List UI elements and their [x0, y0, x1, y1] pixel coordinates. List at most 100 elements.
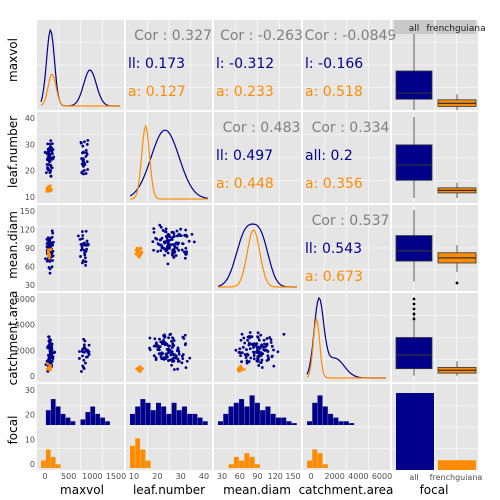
- point-all-2-1-80: [159, 225, 163, 229]
- point-all-2-1-69: [185, 252, 188, 256]
- point-all-3-1-68: [154, 356, 158, 360]
- point-fg-2-0-6: [48, 256, 51, 260]
- point-all-2-0-92: [50, 265, 54, 269]
- point-all-1-0-89: [47, 154, 51, 158]
- point-all-2-1-105: [178, 234, 181, 237]
- y-tick-3-2: 4000: [15, 321, 35, 330]
- point-all-3-0-89: [50, 355, 54, 358]
- point-all-3-1-45: [183, 333, 187, 337]
- point-all-3-2-46: [247, 360, 251, 363]
- hist-fg-2-3: [233, 456, 239, 468]
- corr-overall-2: Cor : -0.0849: [305, 28, 397, 44]
- y-tick-4-1: 10: [25, 435, 35, 444]
- point-all-3-2-82: [241, 345, 245, 349]
- hist-fg-2-2: [228, 464, 234, 468]
- point-all-3-2-106: [282, 332, 286, 336]
- corr-fg-5: a: 0.673: [305, 269, 363, 285]
- corr-fg-1: a: 0.233: [216, 84, 274, 100]
- point-all-3-1-17: [171, 346, 174, 349]
- hist-all-2-8: [260, 410, 266, 425]
- point-all-1-0-94: [50, 146, 53, 150]
- corr-all-5: ll: 0.543: [305, 241, 362, 257]
- point-all-1-0-60: [86, 168, 90, 171]
- point-all-2-0-27: [84, 229, 88, 233]
- point-all-1-0-68: [45, 163, 49, 166]
- point-all-1-0-61: [51, 152, 54, 156]
- point-all-3-2-98: [250, 342, 254, 346]
- hist-fg-3-1: [312, 449, 318, 468]
- point-fg-1-0-15: [50, 188, 54, 191]
- point-all-3-2-59: [245, 359, 249, 363]
- point-all-2-1-13: [159, 249, 163, 252]
- point-all-1-0-6: [84, 172, 88, 175]
- point-all-2-1-88: [151, 240, 155, 244]
- point-all-3-2-75: [257, 364, 261, 367]
- hist-all-3-7: [343, 421, 349, 425]
- y-tick-1-0: 10: [25, 193, 35, 202]
- point-all-3-1-106: [171, 336, 175, 340]
- point-all-1-0-40: [48, 171, 52, 175]
- hist-all-2-3: [233, 402, 239, 425]
- point-all-3-2-108: [270, 354, 274, 358]
- point-all-2-1-67: [184, 246, 188, 250]
- y-tick-2-1: 60: [25, 263, 35, 272]
- point-fg-3-1-17: [136, 368, 140, 371]
- point-all-2-1-85: [177, 241, 180, 245]
- hist-all-0-9: [85, 412, 91, 425]
- point-all-3-2-93: [252, 357, 256, 361]
- density-all-0: [40, 28, 120, 107]
- focal-bar-label-fg: frenchguiana: [430, 473, 483, 482]
- hist-fg-0-0: [41, 460, 46, 468]
- point-all-3-2-84: [265, 337, 269, 340]
- point-all-3-1-24: [172, 368, 176, 371]
- point-all-3-1-79: [171, 357, 174, 361]
- hist-all-3-4: [328, 413, 334, 425]
- y-label-catchment-area: catchment.area: [6, 291, 20, 386]
- point-all-1-0-42: [83, 140, 86, 144]
- point-all-3-2-30: [263, 342, 266, 346]
- point-all-1-0-46: [44, 171, 48, 175]
- focal-bar-label-all: all: [409, 473, 418, 482]
- point-all-3-2-79: [269, 341, 273, 344]
- y-tick-3-1: 2000: [15, 346, 35, 355]
- box-body-mean.diam-all: [395, 235, 433, 262]
- box-outlier-0: [412, 297, 416, 301]
- point-all-3-1-3: [170, 339, 173, 343]
- box-outlier-3: [412, 312, 416, 316]
- x-tick-1-3: 40: [199, 472, 209, 481]
- point-all-3-1-11: [162, 338, 165, 342]
- hist-all-1-2: [140, 399, 146, 425]
- point-all-3-1-7: [180, 361, 184, 365]
- x-tick-0-3: 1500: [106, 472, 126, 481]
- point-all-3-1-4: [167, 336, 170, 340]
- hist-all-0-10: [90, 406, 96, 425]
- point-all-3-1-34: [180, 354, 184, 358]
- y-tick-3-3: 6000: [15, 295, 35, 304]
- point-all-2-1-102: [168, 235, 172, 238]
- point-all-3-2-102: [266, 354, 270, 358]
- point-all-2-0-90: [80, 242, 84, 246]
- x-tick-2-2: 90: [252, 472, 262, 481]
- point-all-2-1-108: [164, 227, 168, 231]
- point-all-2-0-88: [45, 242, 49, 246]
- point-all-3-1-101: [173, 356, 177, 360]
- hist-all-1-11: [187, 413, 193, 425]
- point-all-1-0-36: [79, 141, 83, 145]
- point-all-3-1-88: [166, 355, 169, 359]
- point-all-2-1-106: [166, 251, 170, 255]
- hist-all-3-1: [312, 402, 318, 425]
- point-all-2-1-73: [170, 230, 174, 234]
- point-all-2-0-3: [81, 237, 84, 241]
- point-all-3-1-78: [161, 342, 165, 345]
- point-all-3-2-73: [255, 342, 259, 346]
- point-all-3-0-9: [77, 357, 81, 360]
- hist-all-1-7: [166, 413, 172, 425]
- point-all-3-2-26: [257, 338, 261, 342]
- point-all-3-0-68: [50, 342, 54, 346]
- focal-bar-frenchguiana: [438, 460, 476, 470]
- point-all-3-0-58: [49, 345, 53, 349]
- y-tick-4-3: 30: [25, 386, 35, 395]
- point-all-3-2-33: [248, 347, 252, 351]
- point-all-3-0-63: [87, 343, 91, 347]
- x-label-mean-diam: mean.diam: [223, 483, 291, 497]
